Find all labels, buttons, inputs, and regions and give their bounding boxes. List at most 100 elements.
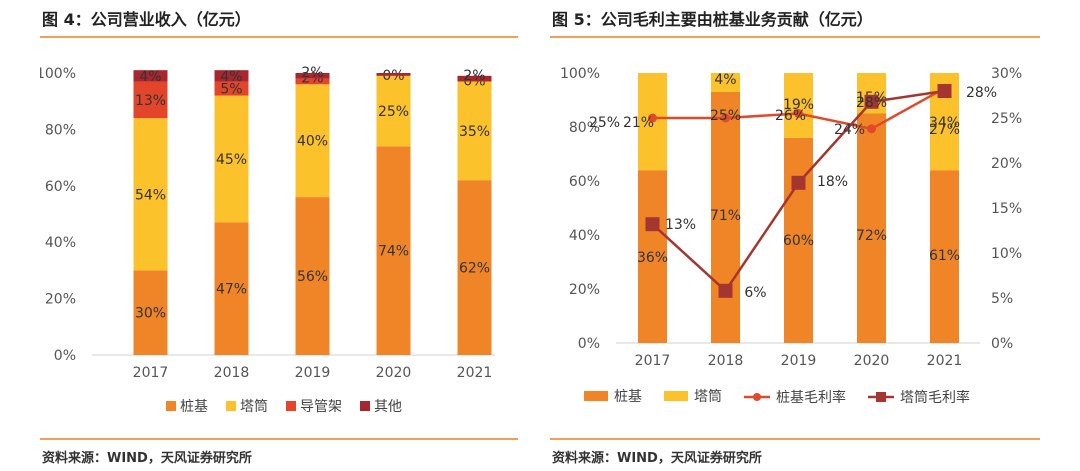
y-tick-label-left: 40% [569, 228, 600, 244]
data-label-pile: 60% [783, 233, 814, 249]
y-tick-label-right: 20% [991, 156, 1022, 172]
margin-chart: 0% 20% 40% 60% 80% 100% 0% 5% 10% 15% 20% 25% 30% 201… [560, 66, 1022, 406]
y-tick-label-right: 30% [991, 66, 1022, 82]
data-label-tower-margin: 13% [665, 217, 696, 233]
bar-segment-桩基 [638, 170, 667, 343]
x-tick-label: 2018 [214, 365, 250, 381]
data-label-tower: 34% [929, 115, 960, 131]
bar-segment-导管架 [133, 81, 168, 119]
source-note: 资料来源：WIND，天风证券研究所 [42, 451, 252, 466]
line-marker-pile [721, 113, 730, 123]
bar-segment-塔筒 [457, 81, 492, 181]
data-label: 5% [220, 82, 242, 98]
bar-segment-塔筒 [711, 73, 740, 92]
chart-title-revenue: 图 4：公司营业收入（亿元） [42, 10, 251, 29]
data-label: 47% [216, 282, 247, 298]
data-label: 4% [139, 69, 161, 85]
bar-segment-桩基 [930, 170, 959, 343]
x-tick-label: 2020 [854, 353, 890, 369]
bar-segment-桩基 [214, 222, 249, 355]
data-label: 13% [135, 93, 166, 109]
source-note: 资料来源：WIND，天风证券研究所 [552, 451, 762, 466]
data-label-pile: 72% [856, 228, 887, 244]
legend-label: 桩基 [180, 398, 208, 415]
x-tick-label: 2018 [708, 353, 744, 369]
source-divider [40, 438, 518, 440]
chart-panel-margin: 图 5：公司毛利主要由桩基业务贡献（亿元） 0% 20% 40% 60% 80% 100%… [550, 0, 1040, 471]
bar-segment-塔筒 [784, 73, 813, 138]
y-tick-label: 100% [40, 66, 76, 82]
revenue-chart: 0% 20% 40% 60% 80% 100% 30% 54% 13% 4% 2017 47% 45% 5… [40, 65, 495, 415]
legend-label: 导管架 [300, 399, 342, 415]
line-marker-tower [718, 283, 733, 298]
y-tick-label: 20% [45, 292, 76, 308]
legend-swatch [584, 391, 608, 401]
bar-segment-桩基 [711, 91, 740, 344]
line-marker-pile [648, 113, 657, 123]
data-label-pile-margin: 24% [834, 122, 865, 138]
data-label-tower: 4% [714, 72, 736, 88]
line-marker-pile [794, 109, 803, 118]
legend-label: 桩基 [614, 388, 642, 405]
bar-segment-桩基 [857, 113, 886, 343]
bar-segment-桩基 [133, 270, 168, 355]
legend-swatch [166, 401, 176, 411]
data-label: 2% [301, 65, 323, 81]
data-label-tower: 25% [589, 115, 620, 131]
data-label-tower-margin: 28% [856, 95, 887, 111]
x-tick-label: 2021 [457, 365, 493, 381]
data-label-pile-margin: 25% [710, 108, 741, 124]
bar-segment-其他 [214, 70, 249, 82]
bar-segment-其他 [295, 73, 330, 79]
data-label: 54% [135, 187, 166, 203]
y-tick-label: 60% [45, 179, 76, 195]
bar-segment-导管架 [214, 81, 249, 96]
y-tick-label: 0% [54, 348, 76, 364]
legend-label: 塔筒毛利率 [900, 389, 970, 406]
data-label: 2% [463, 68, 485, 84]
bar-segment-其他 [133, 70, 168, 82]
data-label-pile: 61% [929, 248, 960, 264]
data-label-pile: 36% [637, 250, 668, 266]
source-divider [550, 438, 1040, 440]
x-tick-label: 2019 [295, 365, 331, 381]
y-tick-label: 40% [45, 235, 76, 251]
data-label-tower-margin: 28% [966, 85, 997, 101]
data-label-pile-margin: 27% [929, 122, 960, 138]
y-tick-label-right: 25% [991, 111, 1022, 127]
legend-label: 塔筒 [694, 388, 722, 405]
bar-segment-塔筒 [295, 84, 330, 198]
line-marker-tower [645, 217, 660, 232]
line-marker-tower [937, 84, 952, 98]
line-marker-tower [791, 175, 806, 190]
line-marker-tower [864, 94, 879, 109]
y-tick-label-left: 60% [569, 174, 600, 190]
bar-segment-其他 [376, 73, 411, 76]
bar-segment-桩基 [376, 146, 411, 355]
bar-segment-塔筒 [376, 75, 411, 147]
legend-label: 塔筒 [240, 398, 268, 415]
bar-segment-塔筒 [133, 118, 168, 271]
data-label: 56% [297, 269, 328, 285]
data-label-tower-margin: 6% [744, 285, 766, 301]
x-tick-label: 2017 [635, 353, 671, 369]
legend-label: 其他 [374, 399, 402, 415]
legend-swatch [360, 401, 370, 411]
bar-segment-桩基 [295, 197, 330, 355]
data-label-pile-margin: 26% [775, 108, 806, 124]
legend-swatch [664, 391, 688, 401]
bar-segment-塔筒 [214, 95, 249, 223]
y-tick-label-right: 5% [991, 291, 1013, 307]
x-tick-label: 2021 [927, 353, 963, 369]
legend-label: 桩基毛利率 [776, 389, 846, 406]
legend-marker [753, 393, 761, 401]
y-tick-label-left: 0% [578, 336, 600, 352]
legend-marker [876, 392, 886, 402]
y-tick-label-right: 15% [991, 201, 1022, 217]
y-tick-label-left: 80% [569, 120, 600, 136]
x-tick-label: 2017 [133, 365, 169, 381]
title-divider [40, 36, 518, 38]
x-tick-label: 2019 [781, 353, 817, 369]
legend-swatch [286, 401, 296, 411]
y-tick-label: 80% [45, 122, 76, 138]
